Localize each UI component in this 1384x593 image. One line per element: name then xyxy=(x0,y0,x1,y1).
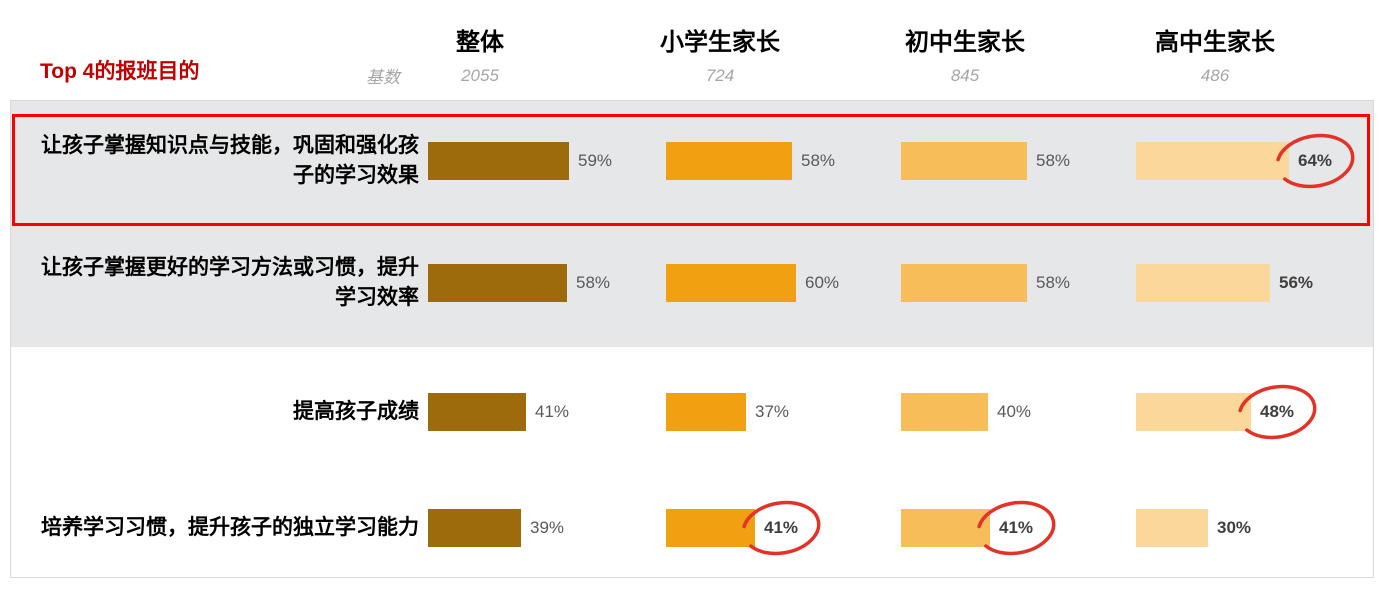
column-header-label: 高中生家长 xyxy=(1155,29,1275,56)
bar-value-label: 39% xyxy=(530,518,565,537)
bar-segment xyxy=(901,393,988,431)
column-base-count: 486 xyxy=(1200,66,1230,85)
bar-value-label: 59% xyxy=(578,151,613,170)
bar-value: 41% xyxy=(535,402,569,422)
bar-value: 60% xyxy=(805,273,839,293)
bar-cell: 58% xyxy=(428,264,610,302)
bar-value-label: 41% xyxy=(535,402,570,421)
column-header-label: 小学生家长 xyxy=(660,29,780,56)
bar-value: 40% xyxy=(997,402,1031,422)
row-label: 让孩子掌握更好的学习方法或习惯，提升学习效率 xyxy=(41,255,419,309)
bar-cell: 40% xyxy=(901,393,1031,431)
column-base-count: 845 xyxy=(950,66,980,85)
bar-segment xyxy=(1136,393,1251,431)
bar-cell: 60% xyxy=(666,264,839,302)
bar-value: 58% xyxy=(576,273,610,293)
bar-value-label: 58% xyxy=(1036,151,1071,170)
column-header-high-parents: 高中生家长 486 xyxy=(1105,22,1325,86)
bar-value: 39% xyxy=(530,518,564,538)
bar-cell: 59% xyxy=(428,142,612,180)
bar-value-label: 37% xyxy=(755,402,790,421)
bar-value: 37% xyxy=(755,402,789,422)
base-row-label: 基数 xyxy=(366,68,400,87)
bar-value-label: 60% xyxy=(805,273,840,292)
bar-cell: 30% xyxy=(1136,509,1251,547)
bar-value-label: 30% xyxy=(1217,518,1252,537)
bar-segment xyxy=(428,509,521,547)
bar-segment xyxy=(428,142,569,180)
bar-segment xyxy=(1136,509,1208,547)
bar-value: 58% xyxy=(1036,273,1070,293)
bar-segment xyxy=(901,142,1027,180)
column-header-primary-parents: 小学生家长 724 xyxy=(610,22,830,86)
bar-segment xyxy=(901,509,990,547)
bar-cell: 41% xyxy=(901,500,1056,556)
bar-value-label: 56% xyxy=(1279,273,1314,292)
column-base-count: 724 xyxy=(705,66,735,85)
bar-cell: 37% xyxy=(666,393,789,431)
bar-cell: 58% xyxy=(901,142,1070,180)
bar-value: 41% xyxy=(741,500,821,556)
column-base-count: 2055 xyxy=(461,66,499,85)
bar-segment xyxy=(666,142,792,180)
bar-segment xyxy=(428,264,567,302)
bar-cell: 58% xyxy=(666,142,835,180)
bar-segment xyxy=(666,264,796,302)
bar-value-label: 58% xyxy=(1036,273,1071,292)
chart-row: 培养学习习惯，提升孩子的独立学习能力 39% 41% 41% 30% xyxy=(11,473,1373,583)
chart-row: 提高孩子成绩 41% 37% 40% 48% xyxy=(11,357,1373,467)
column-header-label: 初中生家长 xyxy=(905,29,1025,56)
bar-segment xyxy=(1136,264,1270,302)
bar-cell: 58% xyxy=(901,264,1070,302)
chart-plot-area: 让孩子掌握知识点与技能，巩固和强化孩子的学习效果 59% 58% 58% 64% 让孩… xyxy=(10,100,1374,578)
bar-value: 59% xyxy=(578,151,612,171)
chart-row: 让孩子掌握知识点与技能，巩固和强化孩子的学习效果 59% 58% 58% 64% xyxy=(11,106,1373,216)
bar-value-label: 64% xyxy=(1298,151,1333,170)
row-label: 让孩子掌握知识点与技能，巩固和强化孩子的学习效果 xyxy=(41,133,419,187)
bar-value: 64% xyxy=(1275,133,1355,189)
bar-cell: 39% xyxy=(428,509,564,547)
bar-value: 30% xyxy=(1217,518,1251,538)
bar-segment xyxy=(901,264,1027,302)
bar-segment xyxy=(428,393,526,431)
bar-segment xyxy=(666,509,755,547)
bar-value: 58% xyxy=(1036,151,1070,171)
bar-value: 48% xyxy=(1237,384,1317,440)
bar-cell: 64% xyxy=(1136,133,1355,189)
bar-value-label: 40% xyxy=(997,402,1032,421)
column-header-overall: 整体 2055 xyxy=(370,22,590,86)
bar-segment xyxy=(666,393,746,431)
row-label: 培养学习习惯，提升孩子的独立学习能力 xyxy=(41,515,419,539)
bar-cell: 41% xyxy=(666,500,821,556)
bar-segment xyxy=(1136,142,1289,180)
bar-value-label: 58% xyxy=(576,273,611,292)
bar-cell: 41% xyxy=(428,393,569,431)
bar-value-label: 48% xyxy=(1260,402,1295,421)
bar-value-label: 41% xyxy=(764,518,799,537)
bar-value: 41% xyxy=(976,500,1056,556)
bar-cell: 48% xyxy=(1136,384,1317,440)
highlight-box xyxy=(12,114,1370,226)
column-header-middle-parents: 初中生家长 845 xyxy=(855,22,1075,86)
bar-cell: 56% xyxy=(1136,264,1313,302)
chart-row: 让孩子掌握更好的学习方法或习惯，提升学习效率 58% 60% 58% 56% xyxy=(11,228,1373,338)
bar-value-label: 58% xyxy=(801,151,836,170)
column-header-label: 整体 xyxy=(456,29,504,56)
chart-title: Top 4的报班目的 xyxy=(40,60,200,83)
bar-value: 58% xyxy=(801,151,835,171)
bar-value: 56% xyxy=(1279,273,1313,293)
row-label: 提高孩子成绩 xyxy=(293,399,419,423)
bar-value-label: 41% xyxy=(999,518,1034,537)
